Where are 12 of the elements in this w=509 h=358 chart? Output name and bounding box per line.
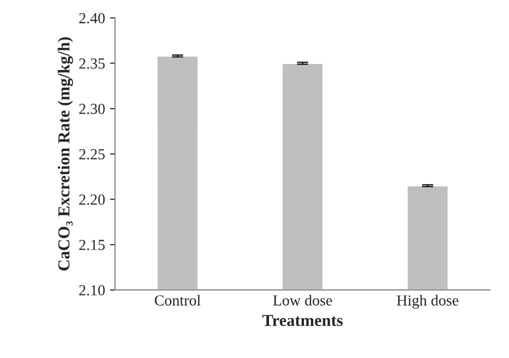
y-axis-title: CaCO₃ Excretion Rate (mg/kg/h) [58, 37, 74, 271]
x-tick-label: Low dose [273, 294, 332, 306]
y-tick-label: 2.30 [79, 104, 105, 114]
x-tick-label: Control [154, 294, 201, 306]
y-tick-label: 2.40 [79, 13, 105, 24]
y-tick-label: 2.10 [79, 285, 105, 296]
x-tick-label: High dose [396, 294, 458, 309]
y-tick-label: 2.20 [79, 194, 105, 205]
y-tick-label: 2.15 [79, 240, 105, 250]
y-tick-label: 2.25 [79, 149, 105, 160]
y-tick-label: 2.35 [79, 58, 105, 69]
x-axis-title: Treatments [262, 314, 343, 326]
